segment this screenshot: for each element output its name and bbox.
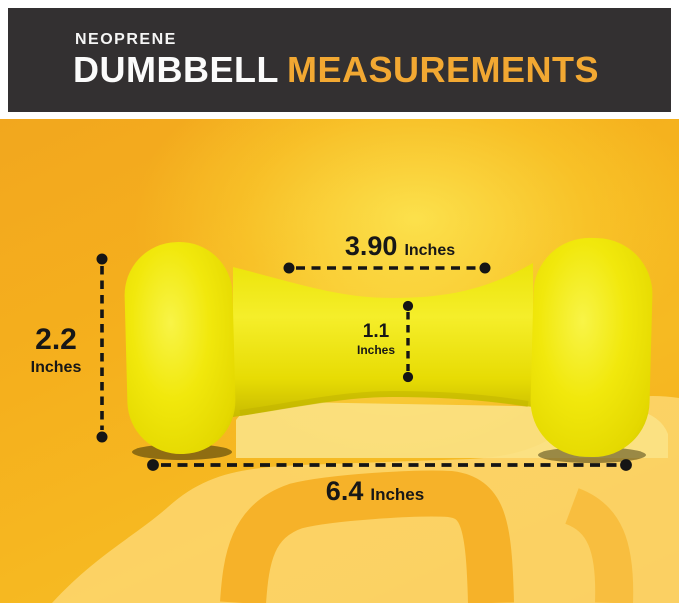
handle-length-value: 3.90 (344, 231, 398, 261)
handle-length-unit: Inches (404, 242, 456, 259)
watermark-logo (52, 395, 679, 603)
title-dumbbell: DUMBBELL (73, 49, 279, 91)
dumbbell-handle (233, 263, 533, 417)
total-length-value: 6.4 (325, 476, 364, 506)
handle-diameter-value: 1.1 (362, 321, 390, 342)
head-height-value: 2.2 (35, 323, 77, 356)
handle-underside-shade (239, 390, 529, 416)
total-length-unit: Inches (370, 485, 425, 504)
title-measurements: MEASUREMENTS (286, 49, 600, 91)
header-kicker: NEOPRENE (75, 31, 177, 48)
handle-diameter-line (402, 300, 414, 383)
total-length-line (147, 459, 632, 471)
handle-diameter-label: 1.1 Inches (336, 322, 416, 357)
header-banner: NEOPRENE DUMBBELL MEASUREMENTS (8, 8, 671, 112)
handle-length-line (283, 262, 491, 274)
head-height-label: 2.2 Inches (10, 325, 102, 377)
head-height-unit: Inches (30, 359, 82, 376)
dumbbell-figure (52, 237, 679, 603)
dumbbell-right-head (530, 237, 653, 458)
dumbbell-left-head (124, 241, 236, 455)
stage-background (0, 119, 679, 603)
total-length-label: 6.4 Inches (275, 476, 475, 507)
page-title: DUMBBELL MEASUREMENTS (73, 51, 671, 89)
measurement-lines (96, 253, 632, 471)
handle-length-label: 3.90 Inches (320, 231, 480, 262)
handle-diameter-unit: Inches (356, 343, 395, 357)
head-height-line (96, 253, 108, 443)
